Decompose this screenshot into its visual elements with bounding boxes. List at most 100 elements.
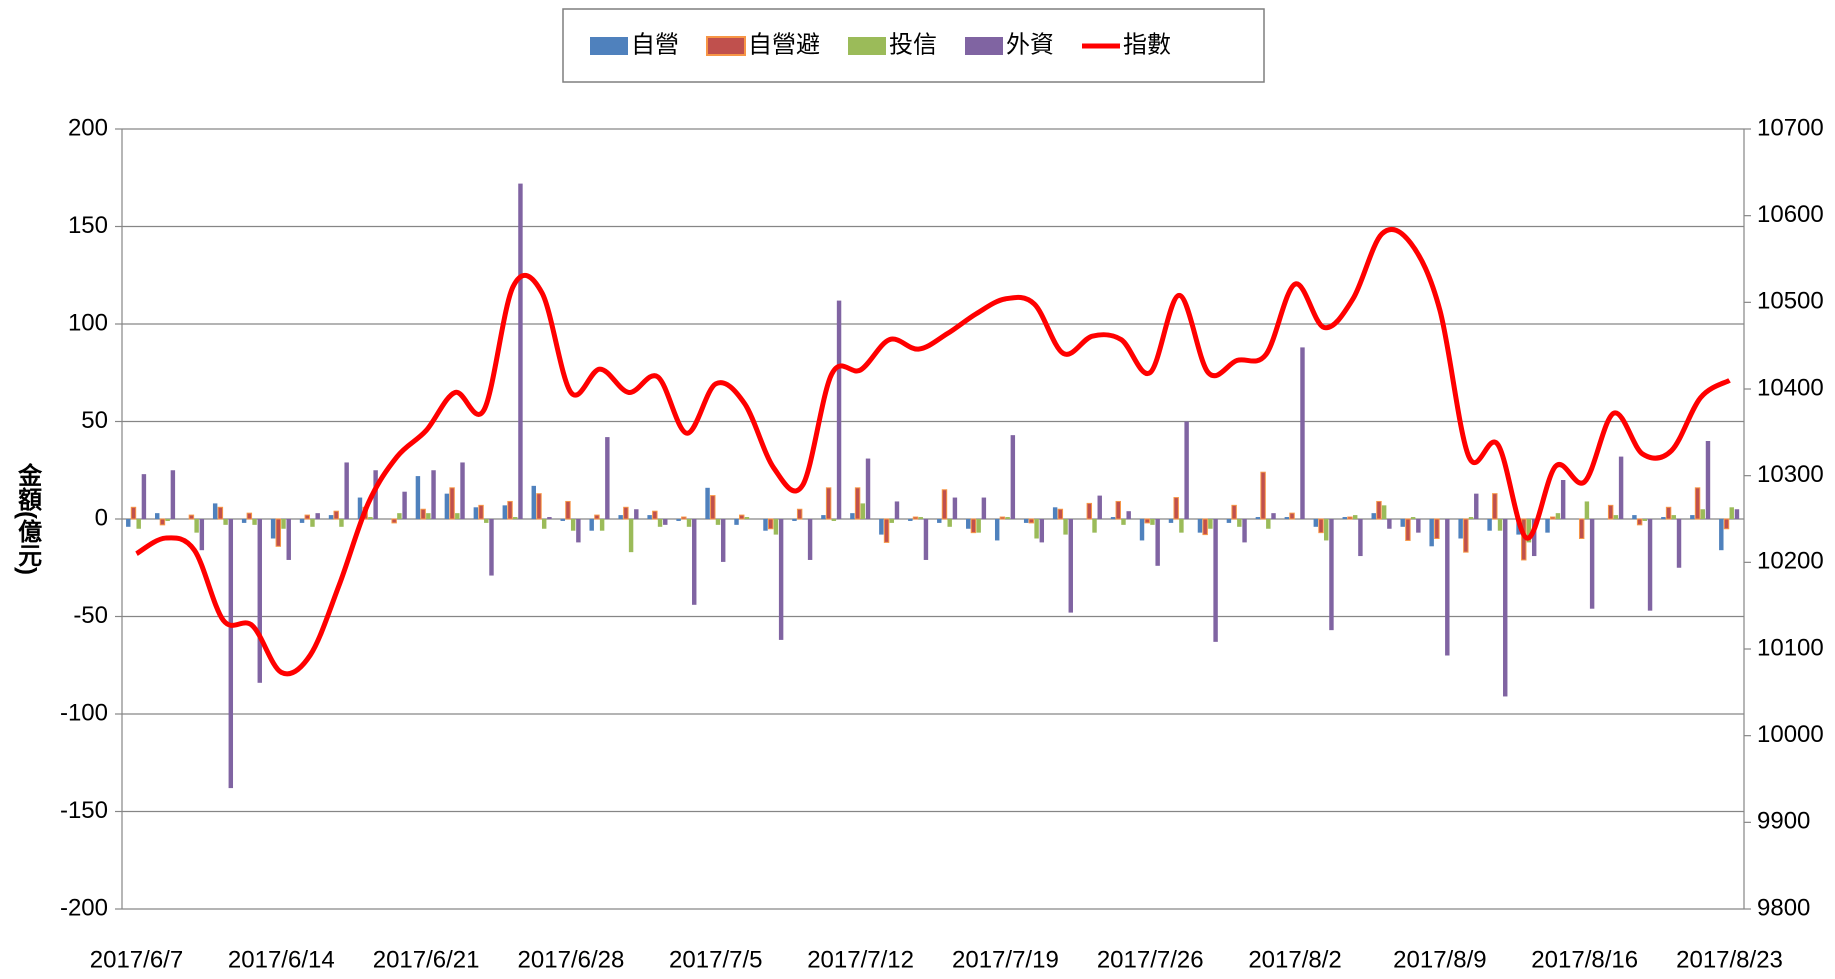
bar: [1497, 519, 1503, 531]
bar: [1358, 519, 1363, 557]
bar: [1005, 517, 1010, 519]
y2-tick-label: 10500: [1757, 288, 1824, 315]
bar: [1458, 519, 1463, 539]
bar: [426, 513, 431, 519]
bar: [141, 474, 147, 519]
bar: [188, 514, 195, 520]
bar: [1063, 519, 1068, 535]
bar: [1503, 519, 1508, 697]
bar: [1023, 519, 1029, 523]
bar: [357, 497, 363, 519]
bar: [212, 503, 218, 519]
bar: [536, 493, 542, 520]
bar: [1474, 493, 1479, 519]
bar: [1371, 513, 1376, 519]
bar: [420, 508, 426, 520]
bar: [1723, 518, 1730, 530]
bar: [981, 497, 987, 519]
bar: [628, 519, 634, 553]
bar: [1155, 519, 1160, 566]
bar: [605, 437, 610, 519]
legend-swatch: [706, 36, 746, 56]
bar: [1400, 519, 1405, 527]
bar: [1197, 519, 1203, 533]
bar: [1289, 512, 1295, 520]
bar: [241, 519, 247, 523]
bar: [257, 519, 262, 683]
bar: [1463, 518, 1469, 553]
bar: [1318, 518, 1324, 534]
bar: [1300, 347, 1305, 519]
bar: [1057, 508, 1064, 520]
bar: [1202, 518, 1208, 536]
bar: [1468, 517, 1474, 519]
bar: [1179, 519, 1184, 533]
bar: [947, 519, 952, 527]
x-tick-label: 2017/6/7: [90, 946, 183, 973]
bar: [1352, 515, 1358, 519]
bar: [159, 518, 166, 526]
x-tick-label: 2017/6/14: [228, 946, 335, 973]
bar: [634, 509, 639, 519]
legend-swatch: [965, 37, 1003, 55]
bar: [1231, 504, 1237, 520]
y2-tick-label: 10700: [1757, 114, 1824, 141]
bar: [734, 519, 739, 525]
bar: [1636, 518, 1643, 526]
bar: [739, 514, 745, 520]
y-axis-label: 金額(億元): [14, 462, 43, 575]
y2-tick-label: 10400: [1757, 374, 1824, 401]
bar: [1661, 517, 1666, 519]
bar: [1434, 518, 1440, 539]
bar: [1694, 487, 1701, 520]
bar: [1126, 511, 1131, 519]
legend-label: 自營: [631, 31, 679, 58]
bar: [1313, 519, 1319, 527]
bar: [484, 519, 489, 523]
bar: [923, 519, 929, 560]
bar: [937, 519, 942, 523]
bar: [1068, 519, 1073, 613]
y-tick-label: 200: [68, 114, 108, 141]
bar: [999, 516, 1006, 520]
bar: [1381, 505, 1387, 519]
bar: [821, 515, 826, 519]
bar: [1324, 519, 1329, 541]
bar: [489, 519, 494, 576]
bar: [228, 519, 234, 789]
bar: [710, 495, 716, 520]
bar: [589, 519, 594, 531]
bar: [883, 518, 890, 543]
legend-label: 外資: [1006, 31, 1054, 58]
bar: [541, 519, 547, 529]
bar: [1676, 519, 1682, 568]
bar: [415, 476, 421, 519]
y2-tick-label: 10200: [1757, 548, 1824, 575]
bar: [1208, 519, 1213, 529]
bar: [692, 519, 697, 605]
bar: [676, 519, 681, 521]
y2-tick-label: 9900: [1757, 808, 1810, 835]
x-tick-label: 2017/6/21: [373, 946, 480, 973]
bar: [744, 517, 750, 519]
bar: [194, 519, 199, 533]
bar: [1255, 517, 1261, 519]
bar: [315, 513, 320, 519]
bar: [373, 470, 378, 519]
bar: [1642, 519, 1648, 521]
bar: [865, 458, 871, 519]
bar: [1092, 519, 1097, 533]
bar: [599, 519, 605, 531]
bar: [1039, 519, 1045, 543]
x-tick-label: 2017/8/23: [1676, 946, 1783, 973]
bar: [270, 519, 276, 539]
bar: [402, 491, 407, 519]
bar: [618, 515, 623, 519]
bar: [560, 519, 565, 521]
bar: [1700, 509, 1705, 519]
bar: [796, 508, 803, 520]
bar: [1690, 515, 1695, 519]
bar: [1110, 517, 1116, 519]
y2-tick-label: 10300: [1757, 461, 1824, 488]
x-tick-label: 2017/7/5: [669, 946, 762, 973]
